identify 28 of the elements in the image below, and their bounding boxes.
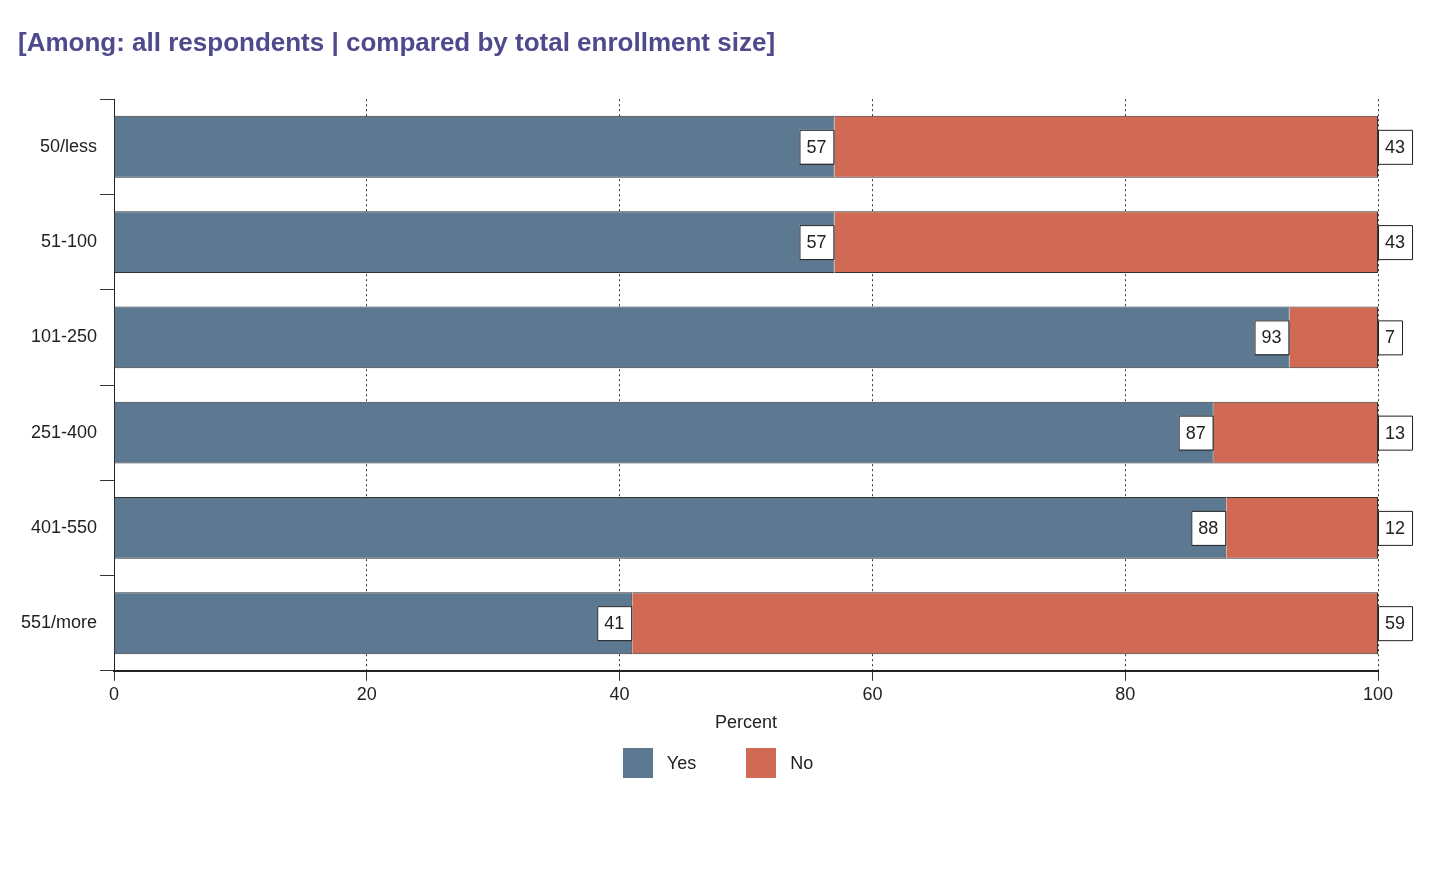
x-tick-label: 100 <box>1362 683 1394 704</box>
y-tick-label: 50/less <box>40 135 98 156</box>
legend-label: No <box>790 752 814 774</box>
y-tick-label: 401-550 <box>30 516 98 537</box>
data-label: 43 <box>1385 136 1406 157</box>
data-label: 41 <box>604 613 625 634</box>
legend-label: Yes <box>666 752 697 774</box>
data-label: 87 <box>1185 422 1206 443</box>
data-label: 12 <box>1385 517 1406 538</box>
x-tick-label: 40 <box>609 683 630 704</box>
data-label: 57 <box>806 136 827 157</box>
x-axis-title: Percent <box>715 712 778 733</box>
data-label: 88 <box>1198 517 1219 538</box>
y-tick-label: 51-100 <box>40 231 98 252</box>
data-label: 59 <box>1385 613 1406 634</box>
x-tick-label: 60 <box>862 683 883 704</box>
x-tick-label: 0 <box>109 683 120 704</box>
x-tick-label: 20 <box>356 683 377 704</box>
data-label: 13 <box>1385 422 1406 443</box>
y-tick-label: 101-250 <box>30 326 98 347</box>
data-label: 57 <box>806 232 827 253</box>
y-tick-label: 251-400 <box>30 421 98 442</box>
data-label: 43 <box>1385 232 1406 253</box>
x-tick-label: 80 <box>1115 683 1136 704</box>
chart-title: [Among: all respondents | compared by total enrollment size] <box>18 26 776 57</box>
data-label: 93 <box>1261 327 1282 348</box>
data-label: 7 <box>1385 327 1396 348</box>
y-tick-label: 551/more <box>21 612 98 633</box>
